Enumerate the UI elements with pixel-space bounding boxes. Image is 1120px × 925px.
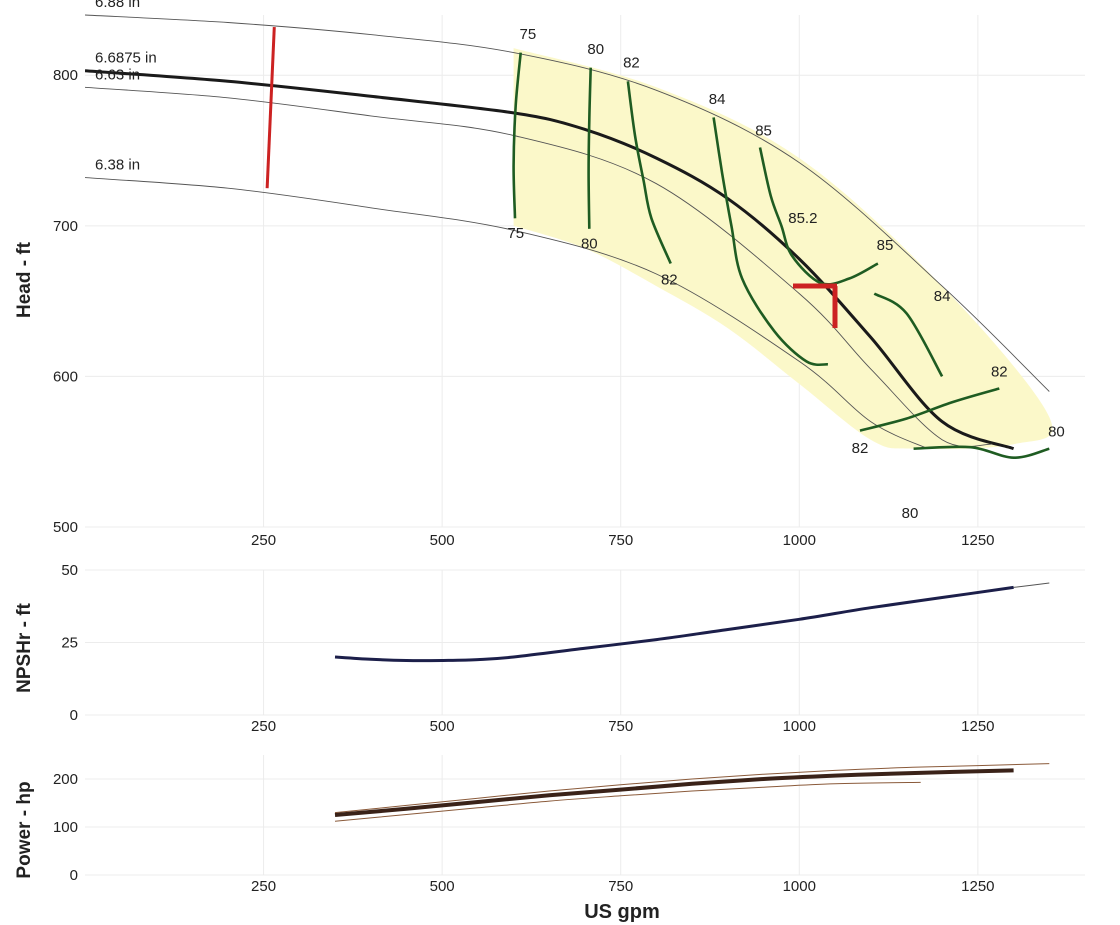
y-tick-label: 700 bbox=[53, 218, 78, 235]
impeller-curve-label: 6.6875 in bbox=[95, 50, 157, 67]
x-tick-label: 1000 bbox=[783, 878, 816, 895]
efficiency-label: 80 bbox=[1048, 424, 1065, 441]
efficiency-label: 82 bbox=[991, 363, 1008, 380]
y-tick-label: 0 bbox=[70, 867, 78, 884]
impeller-curve-label: 6.63 in bbox=[95, 66, 140, 83]
efficiency-label: 84 bbox=[934, 288, 951, 305]
minimum-flow-line bbox=[267, 27, 274, 188]
npshr-axis-label: NPSHr - ft bbox=[14, 602, 35, 692]
npshr-curve-extension bbox=[1014, 583, 1050, 587]
head-plot-area bbox=[85, 15, 1052, 458]
power-curve bbox=[335, 770, 1014, 815]
efficiency-label: 84 bbox=[709, 91, 726, 108]
efficiency-curve bbox=[914, 447, 1050, 458]
x-tick-label: 500 bbox=[430, 878, 455, 895]
y-tick-label: 600 bbox=[53, 368, 78, 385]
y-tick-label: 100 bbox=[53, 819, 78, 836]
power-axis-label: Power - hp bbox=[14, 781, 35, 878]
x-axis-label: US gpm bbox=[584, 901, 660, 923]
efficiency-label: 85.2 bbox=[788, 210, 817, 227]
efficiency-label: 82 bbox=[852, 440, 869, 457]
x-tick-label: 250 bbox=[251, 718, 276, 735]
x-tick-label: 250 bbox=[251, 878, 276, 895]
efficiency-label: 82 bbox=[623, 55, 640, 72]
y-tick-label: 50 bbox=[61, 562, 78, 579]
efficiency-label: 82 bbox=[661, 272, 678, 289]
y-tick-label: 500 bbox=[53, 519, 78, 536]
efficiency-label: 85 bbox=[755, 122, 772, 139]
npshr-panel: 0 25 50 250 500 750 1000 1250 bbox=[61, 562, 1085, 735]
power-panel: 0 100 200 250 500 750 1000 1250 bbox=[53, 755, 1085, 895]
x-tick-label: 1250 bbox=[961, 532, 994, 549]
x-tick-label: 750 bbox=[608, 532, 633, 549]
efficiency-label: 75 bbox=[520, 26, 537, 43]
efficiency-label: 85 bbox=[877, 237, 894, 254]
x-tick-label: 500 bbox=[430, 532, 455, 549]
npshr-curve bbox=[335, 587, 1014, 660]
y-tick-label: 0 bbox=[70, 707, 78, 724]
y-tick-label: 800 bbox=[53, 67, 78, 84]
efficiency-label: 75 bbox=[507, 225, 524, 242]
x-tick-label: 1250 bbox=[961, 878, 994, 895]
impeller-curve-label: 6.38 in bbox=[95, 157, 140, 174]
x-tick-label: 1000 bbox=[783, 532, 816, 549]
x-tick-label: 500 bbox=[430, 718, 455, 735]
efficiency-label: 80 bbox=[587, 41, 604, 58]
x-tick-label: 750 bbox=[608, 718, 633, 735]
efficiency-label: 80 bbox=[902, 505, 919, 522]
x-tick-label: 1250 bbox=[961, 718, 994, 735]
x-tick-label: 750 bbox=[608, 878, 633, 895]
head-panel: 500 600 700 800 250 500 750 1000 1250 75 80 82 84 85 8… bbox=[53, 0, 1085, 549]
impeller-curve-label: 6.88 in bbox=[95, 0, 140, 11]
efficiency-label: 80 bbox=[581, 235, 598, 252]
x-tick-label: 250 bbox=[251, 532, 276, 549]
y-tick-label: 200 bbox=[53, 771, 78, 788]
y-tick-label: 25 bbox=[61, 635, 78, 652]
x-tick-label: 1000 bbox=[783, 718, 816, 735]
head-axis-label: Head - ft bbox=[14, 241, 35, 318]
